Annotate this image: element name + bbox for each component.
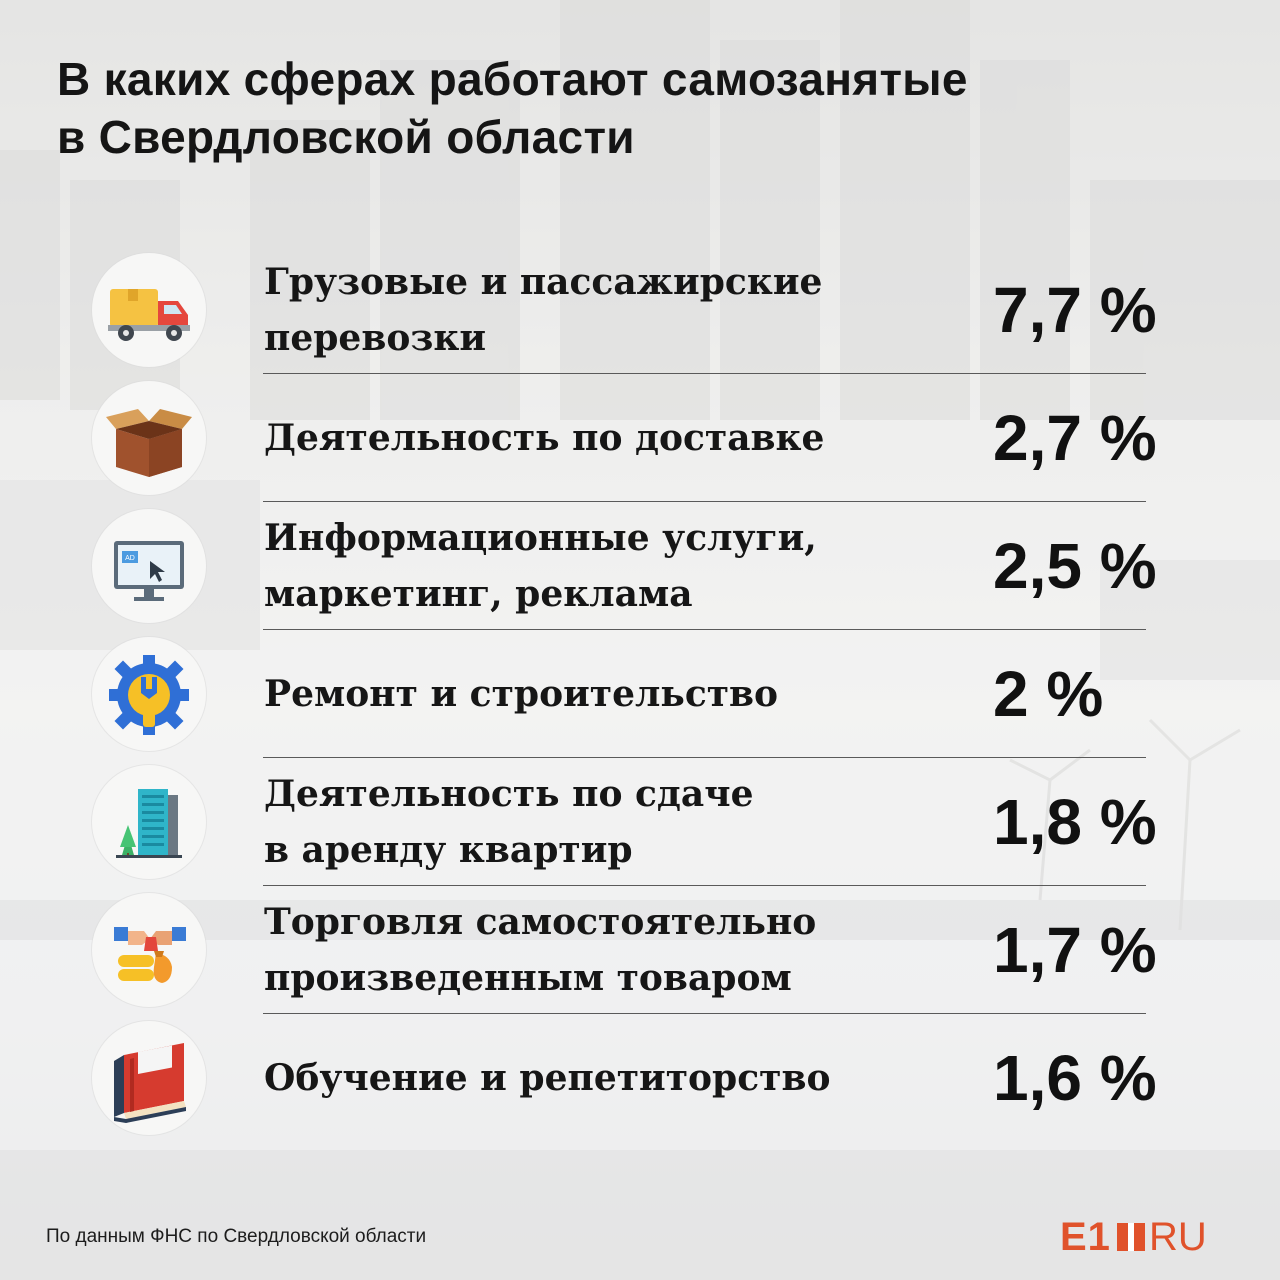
list-item: Грузовые и пассажирские перевозки 7,7 % bbox=[0, 246, 1280, 374]
list-item: Ремонт и строительство 2 % bbox=[0, 630, 1280, 758]
row-divider bbox=[263, 1013, 1146, 1014]
item-label-line: Грузовые и пассажирские bbox=[264, 261, 823, 303]
logo-square-icon bbox=[1116, 1223, 1145, 1251]
title-line-1: В каких сферах работают самозанятые bbox=[57, 53, 968, 105]
item-label-line: маркетинг, реклама bbox=[264, 573, 693, 615]
item-label-line: Ремонт и строительство bbox=[264, 673, 779, 715]
item-label: Деятельность по доставке bbox=[264, 374, 904, 502]
wrench-gear-icon bbox=[92, 637, 206, 751]
list-item: Деятельность по сдаче в аренду квартир 1… bbox=[0, 758, 1280, 886]
row-divider bbox=[263, 629, 1146, 630]
page-title: В каких сферах работают самозанятые в Св… bbox=[57, 50, 1157, 166]
item-value: 1,6 % bbox=[993, 1042, 1157, 1114]
data-source-note: По данным ФНС по Свердловской области bbox=[46, 1226, 427, 1247]
list-item: Торговля самостоятельно произведенным то… bbox=[0, 886, 1280, 1014]
apartment-building-icon bbox=[92, 765, 206, 879]
item-label: Деятельность по сдаче в аренду квартир bbox=[264, 758, 904, 886]
row-divider bbox=[263, 885, 1146, 886]
item-label-line: Обучение и репетиторство bbox=[264, 1057, 831, 1099]
item-label: Информационные услуги, маркетинг, реклам… bbox=[264, 502, 904, 630]
item-label-line: перевозки bbox=[264, 317, 487, 359]
item-label-line: Торговля самостоятельно bbox=[264, 901, 817, 943]
list-item: Деятельность по доставке 2,7 % bbox=[0, 374, 1280, 502]
item-value: 1,7 % bbox=[993, 914, 1157, 986]
row-divider bbox=[263, 757, 1146, 758]
item-label: Ремонт и строительство bbox=[264, 630, 904, 758]
logo-right-text: RU bbox=[1148, 1214, 1207, 1259]
svg-text:AD: AD bbox=[125, 555, 135, 562]
item-label-line: произведенным товаром bbox=[264, 957, 792, 999]
books-icon bbox=[92, 1021, 206, 1135]
item-value: 2 % bbox=[993, 658, 1104, 730]
item-label: Обучение и репетиторство bbox=[264, 1014, 904, 1142]
item-label: Торговля самостоятельно произведенным то… bbox=[264, 886, 904, 1014]
item-value: 7,7 % bbox=[993, 274, 1157, 346]
delivery-truck-icon bbox=[92, 253, 206, 367]
logo-left-text: E1 bbox=[1060, 1214, 1111, 1259]
item-label-line: Информационные услуги, bbox=[264, 517, 817, 559]
handshake-trade-icon bbox=[92, 893, 206, 1007]
open-box-icon bbox=[92, 381, 206, 495]
item-value: 2,7 % bbox=[993, 402, 1157, 474]
item-value: 1,8 % bbox=[993, 786, 1157, 858]
e1-ru-logo: E1 RU bbox=[1060, 1215, 1207, 1259]
list-item: Обучение и репетиторство 1,6 % bbox=[0, 1014, 1280, 1142]
item-label-line: в аренду квартир bbox=[264, 829, 633, 871]
item-label: Грузовые и пассажирские перевозки bbox=[264, 246, 904, 374]
item-label-line: Деятельность по доставке bbox=[264, 417, 825, 459]
item-value: 2,5 % bbox=[993, 530, 1157, 602]
title-line-2: в Свердловской области bbox=[57, 111, 635, 163]
list-item: AD Информационные услуги, маркетинг, рек… bbox=[0, 502, 1280, 630]
row-divider bbox=[263, 373, 1146, 374]
ad-monitor-icon: AD bbox=[92, 509, 206, 623]
row-divider bbox=[263, 501, 1146, 502]
item-label-line: Деятельность по сдаче bbox=[264, 773, 754, 815]
